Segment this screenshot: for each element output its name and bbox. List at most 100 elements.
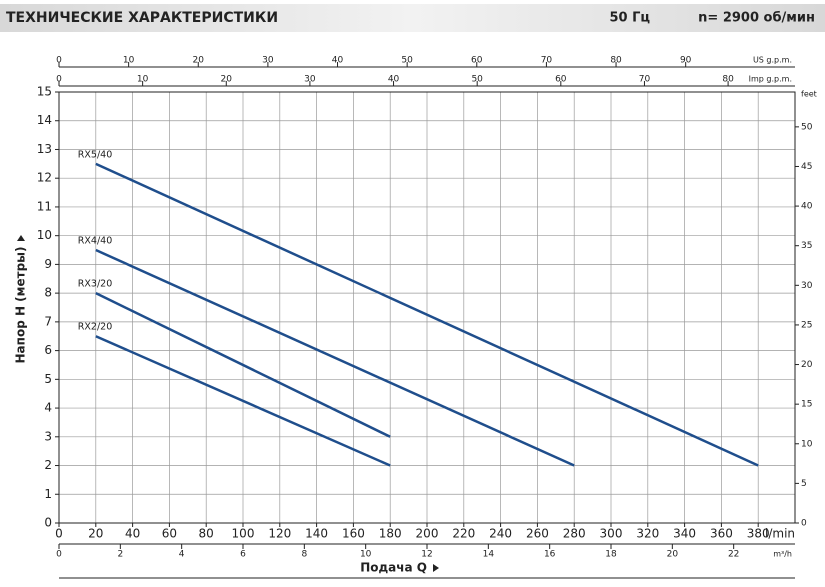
x-tick-label: 40 bbox=[388, 75, 400, 85]
y2-tick-label: 30 bbox=[801, 281, 813, 291]
series-label: RX2/20 bbox=[78, 322, 112, 333]
x-tick-label: 220 bbox=[452, 527, 475, 541]
x-tick-label: 18 bbox=[605, 550, 617, 560]
series-line bbox=[95, 248, 575, 467]
x-tick-label: 2 bbox=[117, 550, 123, 560]
y-tick-label: 12 bbox=[37, 171, 52, 185]
y2-tick-label: 25 bbox=[801, 320, 812, 330]
y-tick-label: 9 bbox=[44, 257, 52, 271]
x-tick-label: 20 bbox=[193, 56, 205, 66]
series-label: RX4/40 bbox=[78, 236, 112, 247]
header-title: ТЕХНИЧЕСКИЕ ХАРАКТЕРИСТИКИ bbox=[6, 10, 278, 26]
y-tick-label: 0 bbox=[44, 516, 52, 530]
x-unit: l/min bbox=[765, 527, 795, 541]
series-label: RX5/40 bbox=[78, 149, 112, 160]
x-tick-label: 20 bbox=[88, 527, 103, 541]
x-tick-label: 260 bbox=[526, 527, 549, 541]
x-tick-label: 12 bbox=[421, 550, 432, 560]
x-tick-label: 60 bbox=[555, 75, 567, 85]
y2-tick-label: 50 bbox=[801, 122, 813, 132]
x-tick-label: 22 bbox=[728, 550, 739, 560]
y2-axis-label: feet bbox=[801, 90, 817, 99]
x-tick-label: 10 bbox=[360, 550, 372, 560]
y-tick-label: 2 bbox=[44, 458, 52, 472]
x-tick-label: 0 bbox=[56, 550, 62, 560]
x-tick-label: 120 bbox=[268, 527, 291, 541]
x-tick-label: 10 bbox=[123, 56, 135, 66]
x-tick-label: 80 bbox=[722, 75, 734, 85]
x-tick-label: 60 bbox=[471, 56, 483, 66]
x-tick-label: 16 bbox=[544, 550, 556, 560]
x-tick-label: 4 bbox=[179, 550, 185, 560]
x-tick-label: 0 bbox=[55, 527, 63, 541]
y-tick-label: 3 bbox=[44, 429, 52, 443]
y2-tick-label: 10 bbox=[801, 439, 813, 449]
x-tick-label: 200 bbox=[416, 527, 439, 541]
axis-unit: US g.p.m. bbox=[753, 56, 792, 65]
y2-tick-label: 0 bbox=[801, 519, 807, 529]
x-tick-label: 160 bbox=[342, 527, 365, 541]
x-tick-label: 20 bbox=[221, 75, 233, 85]
x-tick-label: 320 bbox=[636, 527, 659, 541]
x-tick-label: 60 bbox=[162, 527, 177, 541]
series-label: RX3/20 bbox=[78, 279, 112, 290]
x-tick-label: 240 bbox=[489, 527, 512, 541]
y-tick-label: 7 bbox=[44, 314, 52, 328]
y-tick-label: 15 bbox=[37, 85, 52, 99]
series-line bbox=[95, 292, 391, 438]
x-tick-label: 340 bbox=[673, 527, 696, 541]
x-tick-label: 30 bbox=[262, 56, 274, 66]
x-tick-label: 30 bbox=[304, 75, 316, 85]
x-tick-label: 10 bbox=[137, 75, 149, 85]
axis-unit: m³/h bbox=[773, 550, 792, 559]
x-tick-label: 100 bbox=[232, 527, 255, 541]
series-line bbox=[95, 162, 759, 467]
x-tick-label: 140 bbox=[305, 527, 328, 541]
axis-unit: Imp g.p.m. bbox=[749, 75, 792, 84]
x-axis-title: Подача Q bbox=[360, 561, 427, 575]
y2-tick-label: 35 bbox=[801, 241, 812, 251]
y-tick-label: 10 bbox=[37, 228, 52, 242]
y-axis-title-group: Напор H (метры) bbox=[14, 235, 28, 363]
x-tick-label: 180 bbox=[379, 527, 402, 541]
x-tick-label: 300 bbox=[600, 527, 623, 541]
header-frequency: 50 Гц bbox=[609, 11, 650, 26]
x-tick-label: 80 bbox=[610, 56, 622, 66]
y2-tick-label: 15 bbox=[801, 400, 812, 410]
x-tick-label: 70 bbox=[541, 56, 553, 66]
x-tick-label: 14 bbox=[483, 550, 495, 560]
y2-tick-label: 45 bbox=[801, 162, 812, 172]
y-tick-label: 14 bbox=[37, 113, 52, 127]
x-tick-label: 360 bbox=[710, 527, 733, 541]
x-tick-label: 80 bbox=[199, 527, 214, 541]
x-tick-label: 8 bbox=[301, 550, 307, 560]
x-tick-label: 40 bbox=[125, 527, 140, 541]
plot-frame bbox=[58, 91, 796, 524]
x-tick-label: 380 bbox=[747, 527, 770, 541]
x-tick-label: 50 bbox=[471, 75, 483, 85]
x-tick-label: 50 bbox=[401, 56, 413, 66]
x-tick-label: 280 bbox=[563, 527, 586, 541]
x-tick-label: 40 bbox=[332, 56, 344, 66]
x-tick-label: 0 bbox=[56, 56, 62, 66]
y-axis-title: Напор H (метры) bbox=[14, 247, 28, 364]
y-tick-label: 4 bbox=[44, 401, 52, 415]
x-tick-label: 90 bbox=[680, 56, 692, 66]
x-tick-label: 70 bbox=[639, 75, 651, 85]
x-tick-label: 0 bbox=[56, 75, 62, 85]
y-tick-label: 8 bbox=[44, 286, 52, 300]
y2-tick-label: 5 bbox=[801, 479, 807, 489]
y-tick-label: 11 bbox=[37, 199, 52, 213]
y2-tick-label: 20 bbox=[801, 360, 813, 370]
header-speed: n= 2900 об/мин bbox=[698, 11, 815, 26]
y-tick-label: 1 bbox=[44, 487, 52, 501]
x-axis-arrow bbox=[433, 564, 439, 572]
series-line bbox=[95, 335, 391, 467]
y-tick-label: 5 bbox=[44, 372, 52, 386]
y-tick-label: 6 bbox=[44, 343, 52, 357]
x-tick-label: 20 bbox=[667, 550, 679, 560]
y2-tick-label: 40 bbox=[801, 202, 813, 212]
header-bar bbox=[0, 4, 825, 32]
